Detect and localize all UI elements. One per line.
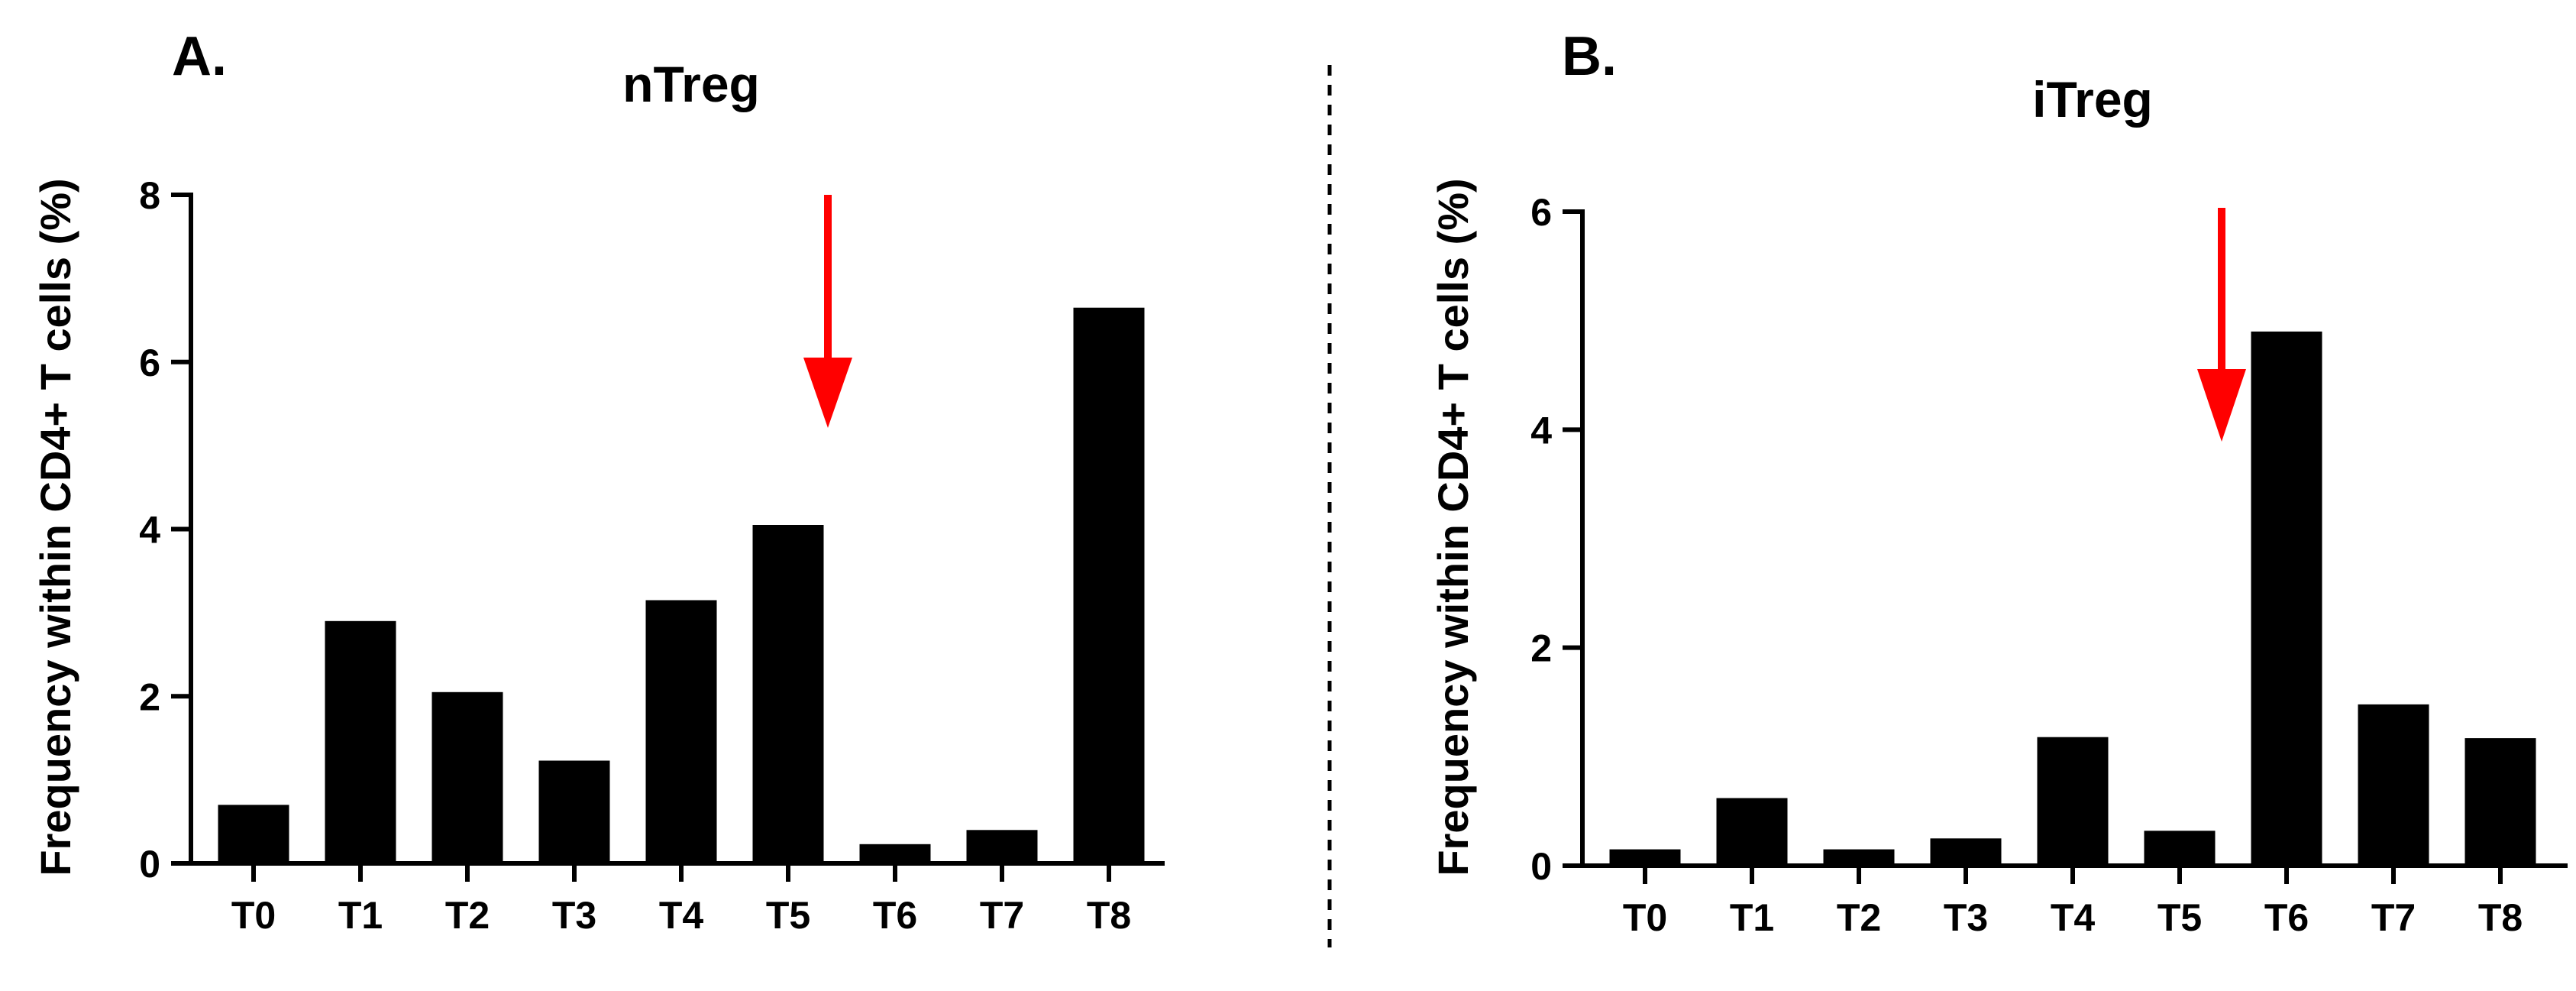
panel-a-title: nTreg [622,56,760,112]
panel-a-x-tick-label-t0: T0 [231,894,276,937]
panel-a-y-tick-label-0: 0 [139,843,160,886]
panel-a-y-tick-label-6: 6 [139,342,160,384]
panel-b-bar-t4 [2037,737,2109,866]
panel-b-x-tick-label-t4: T4 [2051,896,2096,939]
panel-a-y-axis-label: Frequency within CD4+ T cells (%) [31,178,79,876]
panel-a-bar-t8 [1073,307,1145,863]
panel-b-x-tick-label-t0: T0 [1623,896,1667,939]
panel-b-annotation-arrow [2197,208,2246,442]
panel-b-x-tick-label-t2: T2 [1837,896,1881,939]
panel-a-x-tick-label-t7: T7 [980,894,1024,937]
panel-a-x-tick-label-t6: T6 [873,894,917,937]
panel-a-x-tick-label-t2: T2 [445,894,490,937]
panel-a-bar-t3 [538,760,610,863]
panel-a-x-tick-label-t4: T4 [659,894,704,937]
panel-a-y-tick-label-8: 8 [139,174,160,217]
panel-b-x-tick-label-t8: T8 [2478,896,2523,939]
panel-b-x-tick-label-t5: T5 [2157,896,2202,939]
panel-a-x-tick-label-t8: T8 [1087,894,1131,937]
panel-a-bar-t0 [218,805,289,863]
panel-b-bar-t8 [2464,738,2536,866]
panel-b-arrow-head [2197,369,2246,442]
panel-b-x-tick-label-t7: T7 [2371,896,2416,939]
panel-a-bar-t4 [645,600,717,863]
panel-a-annotation-arrow [803,195,852,428]
panel-a-bar-t1 [325,620,396,863]
panel-a-bar-t5 [752,525,824,863]
panel-b-y-tick-label-6: 6 [1530,191,1552,234]
panel-a-y-tick-label-4: 4 [139,509,160,552]
panel-a-x-tick-label-t1: T1 [338,894,383,937]
panel-a-arrow-head [803,358,852,428]
panel-a-bar-t2 [431,691,503,863]
panel-b-bar-t0 [1609,849,1681,866]
panel-b-y-tick-label-2: 2 [1530,627,1552,670]
panel-b-x-tick-label-t3: T3 [1944,896,1988,939]
panel-a-y-tick-label-2: 2 [139,675,160,718]
panel-b-y-tick-label-0: 0 [1530,845,1552,888]
panel-a-bar-t7 [966,830,1038,864]
panel-b-letter: B. [1562,26,1617,87]
panel-a-bar-t6 [859,844,931,863]
panel-b-x-tick-label-t1: T1 [1730,896,1774,939]
panel-b-bar-t1 [1716,798,1788,866]
panel-a-x-tick-label-t5: T5 [766,894,810,937]
panel-b-x-tick-label-t6: T6 [2264,896,2309,939]
panel-a-plot: T0 T1 T2 T3 T4 T5 T6 T7 T8 0 2 4 6 8 [139,174,1165,937]
panel-b-bar-t3 [1930,838,2002,866]
panel-b-title: iTreg [2032,71,2153,128]
panel-b-bar-t5 [2144,831,2216,866]
panel-a: A. nTreg Frequency within CD4+ T cells (… [31,26,1165,937]
panel-b-bar-t7 [2358,704,2429,866]
panel-b-y-axis-label: Frequency within CD4+ T cells (%) [1429,178,1477,876]
panel-b: B. iTreg Frequency within CD4+ T cells (… [1429,26,2568,939]
panel-b-plot: T0 T1 T2 T3 T4 T5 T6 T7 T8 0 2 4 6 [1530,191,2568,939]
panel-b-bar-t6 [2251,331,2322,866]
panel-b-y-tick-label-4: 4 [1530,409,1552,452]
panel-b-bar-t2 [1823,849,1895,866]
panel-a-x-tick-label-t3: T3 [552,894,596,937]
panel-a-letter: A. [172,26,227,87]
